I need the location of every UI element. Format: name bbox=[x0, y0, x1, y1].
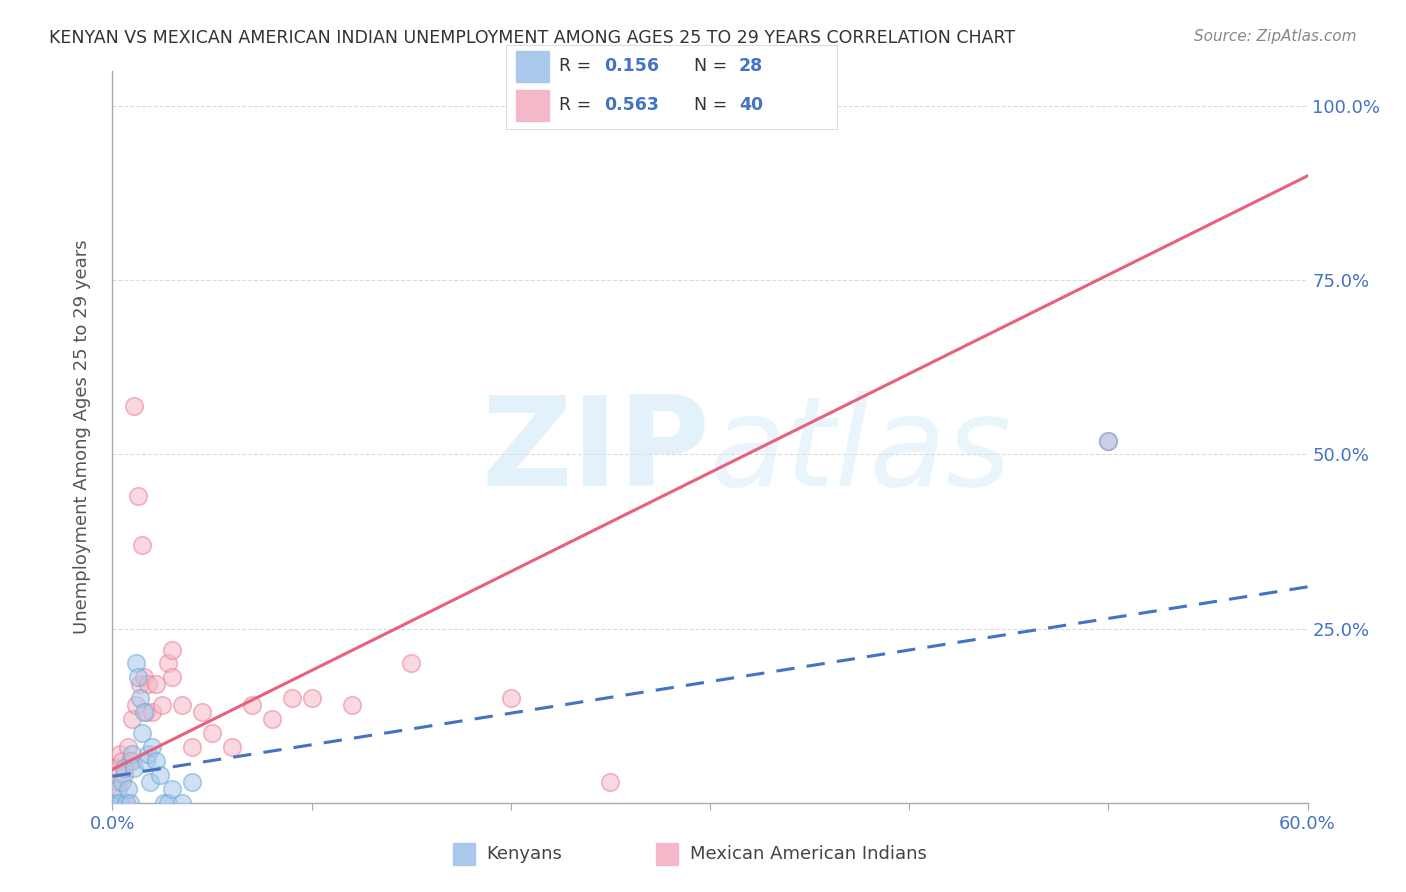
Text: KENYAN VS MEXICAN AMERICAN INDIAN UNEMPLOYMENT AMONG AGES 25 TO 29 YEARS CORRELA: KENYAN VS MEXICAN AMERICAN INDIAN UNEMPL… bbox=[49, 29, 1015, 46]
Point bbox=[111, 754, 134, 768]
Point bbox=[117, 740, 139, 755]
Text: 40: 40 bbox=[740, 96, 763, 114]
Point bbox=[124, 399, 146, 413]
Point bbox=[181, 740, 204, 755]
Point bbox=[201, 726, 224, 740]
Point bbox=[172, 796, 194, 810]
Text: 28: 28 bbox=[740, 57, 763, 75]
Text: atlas: atlas bbox=[710, 392, 1012, 512]
Text: ZIP: ZIP bbox=[481, 392, 710, 512]
Point bbox=[103, 781, 125, 796]
Point bbox=[134, 670, 156, 684]
Text: R =: R = bbox=[560, 96, 596, 114]
Point bbox=[110, 796, 132, 810]
Bar bbox=[516, 90, 550, 120]
Point bbox=[114, 761, 135, 775]
Point bbox=[121, 747, 143, 761]
Point bbox=[131, 538, 153, 552]
Point bbox=[340, 698, 363, 713]
Point bbox=[240, 698, 263, 713]
Point bbox=[162, 642, 183, 657]
Point bbox=[135, 705, 157, 719]
Point bbox=[139, 775, 162, 789]
Point bbox=[124, 761, 146, 775]
Point bbox=[149, 768, 172, 782]
Bar bbox=[516, 52, 550, 82]
Bar bbox=[453, 843, 475, 865]
Point bbox=[141, 740, 163, 755]
Point bbox=[115, 796, 138, 810]
Point bbox=[141, 705, 163, 719]
Text: N =: N = bbox=[695, 96, 734, 114]
Point bbox=[111, 775, 134, 789]
Point bbox=[138, 677, 160, 691]
Point bbox=[120, 754, 142, 768]
Point bbox=[599, 775, 621, 789]
Text: 0.156: 0.156 bbox=[603, 57, 658, 75]
Y-axis label: Unemployment Among Ages 25 to 29 years: Unemployment Among Ages 25 to 29 years bbox=[73, 240, 91, 634]
Point bbox=[153, 796, 176, 810]
Point bbox=[101, 796, 124, 810]
Point bbox=[221, 740, 243, 755]
Point bbox=[172, 698, 194, 713]
Point bbox=[145, 677, 167, 691]
Point bbox=[191, 705, 214, 719]
Point bbox=[301, 691, 323, 706]
Point bbox=[260, 712, 283, 726]
Point bbox=[125, 698, 148, 713]
Text: Kenyans: Kenyans bbox=[486, 845, 562, 863]
Point bbox=[105, 761, 128, 775]
Point bbox=[105, 796, 128, 810]
Point bbox=[121, 754, 143, 768]
Point bbox=[1097, 434, 1119, 448]
Point bbox=[129, 677, 152, 691]
Text: Mexican American Indians: Mexican American Indians bbox=[690, 845, 927, 863]
Text: 0.563: 0.563 bbox=[603, 96, 658, 114]
Point bbox=[145, 754, 167, 768]
Point bbox=[110, 747, 132, 761]
Point bbox=[127, 489, 149, 503]
Point bbox=[117, 781, 139, 796]
Point bbox=[134, 705, 156, 719]
Text: N =: N = bbox=[695, 57, 734, 75]
Point bbox=[101, 796, 124, 810]
Point bbox=[129, 691, 152, 706]
Point bbox=[162, 670, 183, 684]
Point bbox=[120, 796, 142, 810]
Point bbox=[107, 775, 129, 789]
Point bbox=[115, 796, 138, 810]
Bar bbox=[657, 843, 678, 865]
Point bbox=[281, 691, 304, 706]
Point bbox=[121, 712, 143, 726]
Text: Source: ZipAtlas.com: Source: ZipAtlas.com bbox=[1194, 29, 1357, 44]
Point bbox=[138, 747, 160, 761]
Point bbox=[131, 726, 153, 740]
Point bbox=[401, 657, 423, 671]
Point bbox=[135, 754, 157, 768]
Point bbox=[114, 768, 135, 782]
Point bbox=[1097, 434, 1119, 448]
Point bbox=[150, 698, 173, 713]
Point bbox=[157, 796, 180, 810]
Text: R =: R = bbox=[560, 57, 596, 75]
Point bbox=[127, 670, 149, 684]
Point bbox=[125, 657, 148, 671]
Point bbox=[107, 781, 129, 796]
Point bbox=[162, 781, 183, 796]
Point bbox=[181, 775, 204, 789]
Point bbox=[499, 691, 522, 706]
Point bbox=[157, 657, 180, 671]
